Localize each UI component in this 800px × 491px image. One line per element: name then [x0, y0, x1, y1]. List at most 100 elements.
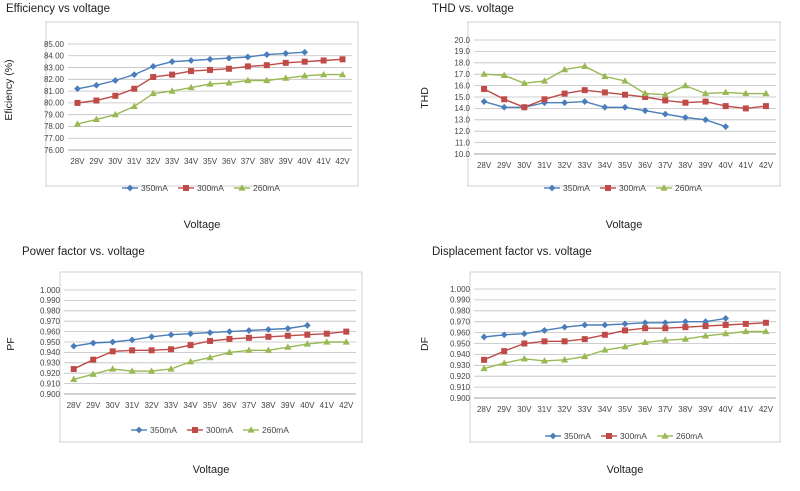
x-tick-label: 33V — [578, 405, 593, 414]
data-point — [207, 337, 213, 344]
legend-marker — [661, 432, 669, 439]
data-point — [762, 89, 770, 97]
x-tick-label: 31V — [537, 161, 552, 170]
data-point — [301, 58, 308, 65]
x-tick-label: 30V — [517, 161, 532, 170]
y-tick-label: 19.0 — [454, 47, 470, 56]
x-tick-label: 31V — [537, 405, 552, 414]
x-tick-label: 32V — [557, 161, 572, 170]
data-point — [244, 63, 251, 70]
chart-panel-3: Power factor vs. voltage0.9000.9100.9200… — [5, 246, 363, 476]
y-tick-label: 0.940 — [40, 348, 61, 357]
data-point — [323, 338, 331, 345]
legend: 350mA 300mA 260mA — [544, 183, 702, 193]
chart-title: THD vs. voltage — [432, 3, 514, 15]
data-point — [225, 54, 233, 62]
series-350mA — [70, 321, 311, 350]
data-point — [284, 325, 292, 332]
y-tick-label: 0.940 — [450, 350, 471, 359]
data-point — [93, 81, 100, 89]
legend-marker — [183, 185, 189, 191]
y-tick-label: 0.920 — [40, 369, 61, 378]
data-point — [111, 77, 119, 84]
x-tick-label: 33V — [165, 157, 180, 166]
data-point — [129, 347, 136, 354]
data-point — [90, 356, 97, 363]
data-point — [342, 338, 350, 345]
data-point — [282, 50, 290, 57]
data-point — [722, 315, 730, 322]
x-tick-label: 37V — [242, 401, 257, 410]
data-point — [109, 365, 117, 372]
data-point — [742, 320, 749, 327]
x-tick-label: 38V — [678, 161, 693, 170]
x-tick-label: 36V — [222, 401, 237, 410]
data-point — [722, 321, 729, 328]
data-point — [541, 96, 548, 103]
data-point — [301, 72, 309, 79]
data-point — [641, 338, 649, 346]
x-tick-label: 41V — [739, 161, 754, 170]
data-point — [148, 347, 155, 354]
x-tick-label: 38V — [261, 401, 276, 410]
legend-label: 300mA — [197, 183, 224, 193]
data-point — [581, 352, 589, 360]
x-axis-label: Voltage — [607, 464, 644, 476]
x-tick-label: 35V — [618, 161, 633, 170]
series-260mA — [480, 327, 770, 372]
data-point — [520, 354, 528, 362]
legend: 350mA 300mA 260mA — [131, 425, 289, 435]
x-tick-label: 34V — [184, 157, 199, 166]
data-point — [263, 51, 271, 58]
legend-marker — [548, 184, 556, 192]
y-tick-label: 82.00 — [44, 75, 65, 84]
data-point — [244, 53, 252, 61]
y-tick-label: 83.00 — [44, 63, 65, 72]
data-point — [581, 336, 588, 343]
y-tick-label: 0.970 — [450, 318, 471, 327]
y-tick-label: 78.00 — [44, 122, 65, 131]
data-point — [561, 90, 568, 97]
data-point — [206, 353, 214, 361]
legend-marker — [247, 426, 255, 433]
data-point — [187, 83, 195, 91]
legend-label: 300mA — [620, 431, 647, 441]
y-tick-label: 1.000 — [450, 285, 471, 294]
y-tick-label: 0.920 — [450, 372, 471, 381]
legend-marker — [192, 427, 198, 433]
x-axis-label: Voltage — [193, 464, 230, 476]
data-point — [89, 370, 97, 377]
data-point — [601, 103, 609, 111]
x-tick-label: 33V — [578, 161, 593, 170]
data-point — [541, 338, 548, 345]
x-tick-label: 29V — [497, 161, 512, 170]
x-tick-label: 31V — [127, 157, 142, 166]
data-point — [480, 70, 488, 77]
data-point — [561, 99, 568, 107]
data-point — [265, 326, 272, 333]
data-point — [245, 346, 253, 353]
y-axis-label: Eficiency (%) — [3, 59, 15, 120]
y-tick-label: 0.900 — [40, 390, 61, 399]
x-tick-label: 41V — [739, 405, 754, 414]
y-tick-label: 16.0 — [454, 81, 470, 90]
data-point — [540, 357, 549, 364]
data-point — [245, 334, 252, 341]
x-tick-label: 39V — [279, 157, 294, 166]
y-tick-label: 0.990 — [40, 296, 61, 305]
legend-label: 350mA — [141, 183, 168, 193]
data-point — [601, 331, 608, 338]
data-point — [641, 107, 649, 115]
data-point — [621, 77, 629, 84]
data-point — [70, 366, 77, 373]
legend-label: 350mA — [564, 431, 591, 441]
data-point — [520, 79, 528, 86]
data-point — [661, 319, 669, 327]
data-point — [702, 323, 709, 330]
data-point — [621, 103, 629, 111]
series-300mA — [74, 56, 346, 106]
data-point — [206, 329, 214, 337]
y-tick-label: 85.00 — [44, 40, 65, 49]
y-tick-label: 0.960 — [40, 327, 61, 336]
data-point — [480, 364, 488, 372]
